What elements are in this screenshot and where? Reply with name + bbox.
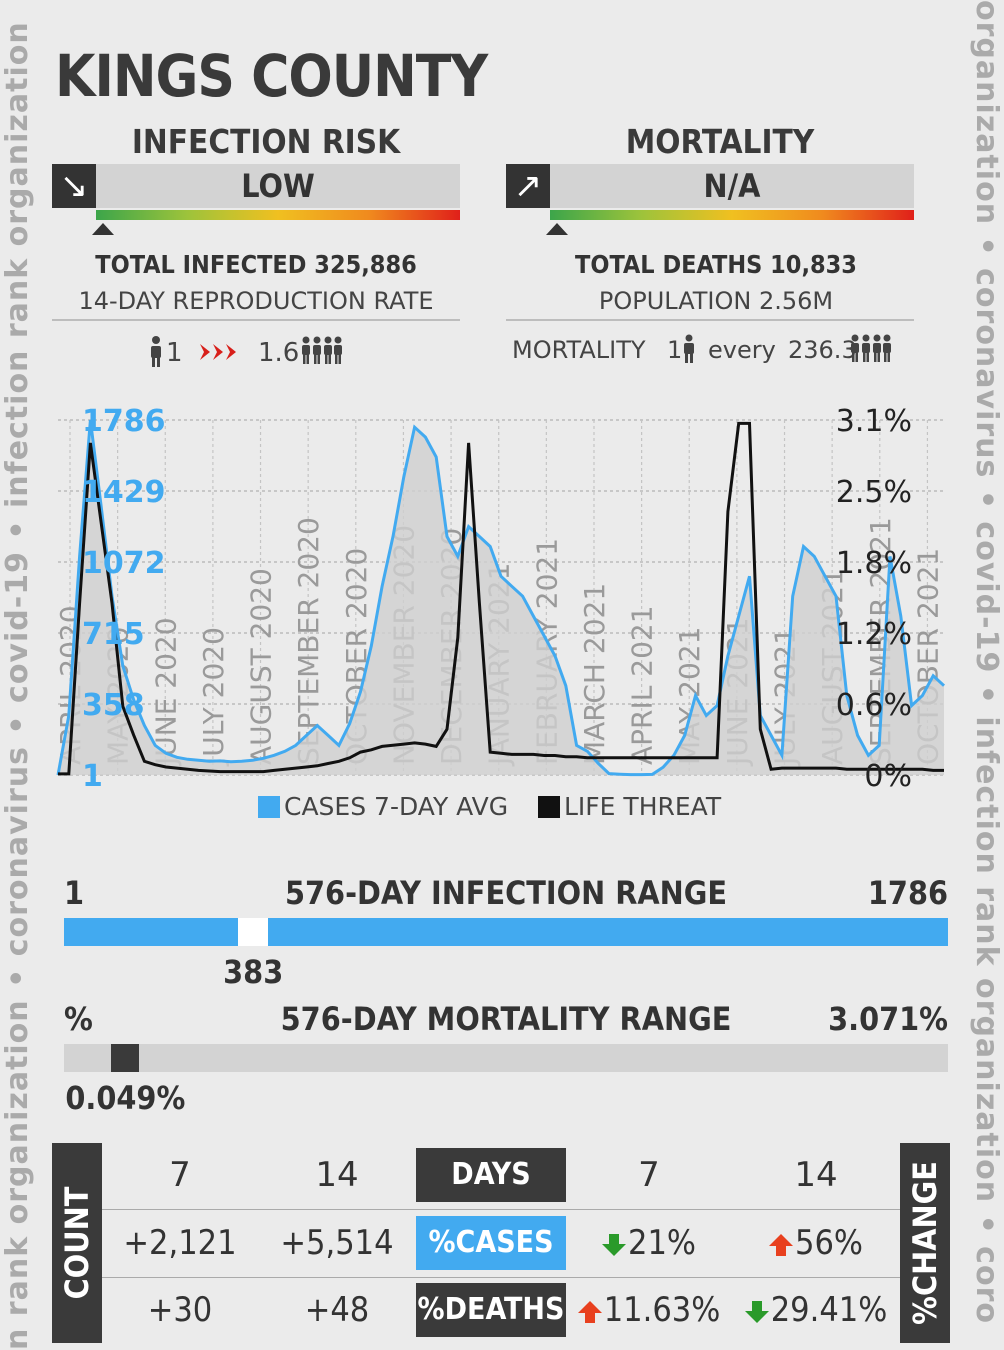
r-from: 1 xyxy=(166,338,183,368)
reproduction-rate-row: 1 1.6 xyxy=(148,332,368,372)
legend-label-life: LIFE THREAT xyxy=(564,792,722,821)
r-to: 1.6 xyxy=(258,338,300,368)
people-group-icon xyxy=(851,334,891,362)
page-title: KINGS COUNTY xyxy=(55,42,488,110)
mortality-range-title: 576-DAY MORTALITY RANGE xyxy=(280,1000,732,1038)
arrow-up-icon xyxy=(769,1233,793,1256)
legend-label-cases: CASES 7-DAY AVG xyxy=(284,792,509,821)
mortality-range-min: % xyxy=(64,1000,93,1038)
x-tick-label: APRIL 2021 xyxy=(626,605,659,765)
y-left-tick-label: 358 xyxy=(82,688,145,723)
person-icon xyxy=(684,334,694,363)
divider xyxy=(52,319,460,321)
y-left-tick-label: 1072 xyxy=(82,546,166,581)
mortality-indicator xyxy=(546,223,568,235)
mortality-rate-row: MORTALITY 1 every 236.3 xyxy=(512,332,912,372)
mortality-header: MORTALITY xyxy=(625,122,815,161)
deaths-count-7: +30 xyxy=(147,1290,213,1330)
y-left-tick-label: 1429 xyxy=(82,475,166,510)
mortality-range-max: 3.071% xyxy=(828,1000,948,1038)
cases-area xyxy=(58,420,944,775)
y-right-tick-label: 3.1% xyxy=(836,404,912,439)
count-label: COUNT xyxy=(58,1186,96,1300)
chart-legend: CASES 7-DAY AVG LIFE THREAT xyxy=(258,792,758,822)
infection-risk-scale xyxy=(96,210,460,220)
total-deaths: TOTAL DEATHS 10,833 xyxy=(575,250,857,279)
count-label-box: COUNT xyxy=(52,1143,102,1343)
change-header-7: 7 xyxy=(638,1155,660,1195)
mortality-rate-every: every xyxy=(708,336,776,364)
x-tick-label: MARCH 2021 xyxy=(578,583,611,765)
infection-range-bar xyxy=(64,918,948,946)
y-left-tick-label: 1786 xyxy=(82,404,166,439)
infection-risk-header: INFECTION RISK xyxy=(131,122,401,161)
deaths-change-7: 11.63% xyxy=(566,1290,732,1330)
divider xyxy=(506,319,914,321)
y-right-tick-label: 1.8% xyxy=(836,546,912,581)
population-label: POPULATION 2.56M xyxy=(598,287,834,315)
x-tick-label: JULY 2020 xyxy=(197,627,230,767)
cases-change-14: 56% xyxy=(732,1223,900,1263)
infection-risk-level: LOW xyxy=(96,164,460,208)
deaths-label: %DEATHS xyxy=(416,1283,566,1337)
deaths-count-14: +48 xyxy=(304,1290,370,1330)
cases-change-14-value: 56% xyxy=(795,1223,863,1263)
mortality-range-current: 0.049% xyxy=(65,1079,186,1117)
mortality-range-bar xyxy=(64,1044,948,1072)
deaths-change-14-value: 29.41% xyxy=(770,1290,888,1330)
triple-arrow-icon xyxy=(200,344,236,360)
mortality-scale xyxy=(550,210,914,220)
infection-range-max: 1786 xyxy=(867,874,948,912)
people-group-icon xyxy=(302,336,342,364)
days-label: DAYS xyxy=(416,1148,566,1202)
total-infected: TOTAL INFECTED 325,886 xyxy=(95,250,417,279)
arrow-up-right-icon: ↗ xyxy=(506,164,550,208)
cases-change-7: 21% xyxy=(566,1223,732,1263)
mortality-rate-one: 1 xyxy=(667,336,683,364)
cases-line xyxy=(56,419,946,777)
table-divider xyxy=(102,1277,900,1278)
change-label: %CHANGE xyxy=(906,1161,944,1325)
arrow-down-icon xyxy=(602,1233,626,1256)
cases-count-14: +5,514 xyxy=(280,1223,394,1263)
arrow-down-icon xyxy=(744,1300,769,1323)
cases-change-7-value: 21% xyxy=(628,1223,696,1263)
x-tick-label: AUGUST 2020 xyxy=(245,568,278,765)
y-right-tick-label: 2.5% xyxy=(836,475,912,510)
infection-range-marker xyxy=(238,918,269,946)
infection-range-current: 383 xyxy=(223,953,284,991)
mortality-range-marker xyxy=(111,1044,140,1072)
count-header-14: 14 xyxy=(315,1155,359,1195)
infection-range-min: 1 xyxy=(64,874,85,912)
y-right-tick-label: 0.6% xyxy=(836,688,912,723)
y-left-tick-label: 715 xyxy=(82,617,145,652)
legend-swatch-life xyxy=(538,796,560,818)
y-right-tick-label: 1.2% xyxy=(836,617,912,652)
reproduction-rate-label: 14-DAY REPRODUCTION RATE xyxy=(78,287,434,315)
arrow-up-icon xyxy=(577,1300,602,1323)
mortality-level: N/A xyxy=(550,164,914,208)
y-left-tick-label: 1 xyxy=(82,759,103,790)
life-threat-line xyxy=(58,421,944,776)
count-header-7: 7 xyxy=(169,1155,191,1195)
infection-range-title: 576-DAY INFECTION RANGE xyxy=(284,874,728,912)
deaths-change-7-value: 11.63% xyxy=(603,1290,721,1330)
change-label-box: %CHANGE xyxy=(900,1143,950,1343)
infection-risk-indicator xyxy=(92,223,114,235)
mortality-rate-prefix: MORTALITY xyxy=(512,336,646,364)
person-icon xyxy=(151,336,161,367)
cases-count-7: +2,121 xyxy=(123,1223,237,1263)
legend-swatch-cases xyxy=(258,796,280,818)
mortality-rate-value: 236.3 xyxy=(788,336,857,364)
x-tick-label: SEPTEMBER 2020 xyxy=(292,517,325,765)
table-divider xyxy=(102,1209,900,1210)
cases-label: %CASES xyxy=(416,1216,566,1270)
y-right-tick-label: 0% xyxy=(864,759,912,790)
change-header-14: 14 xyxy=(794,1155,838,1195)
deaths-change-14: 29.41% xyxy=(732,1290,900,1330)
arrow-down-right-icon: ↘ xyxy=(52,164,96,208)
